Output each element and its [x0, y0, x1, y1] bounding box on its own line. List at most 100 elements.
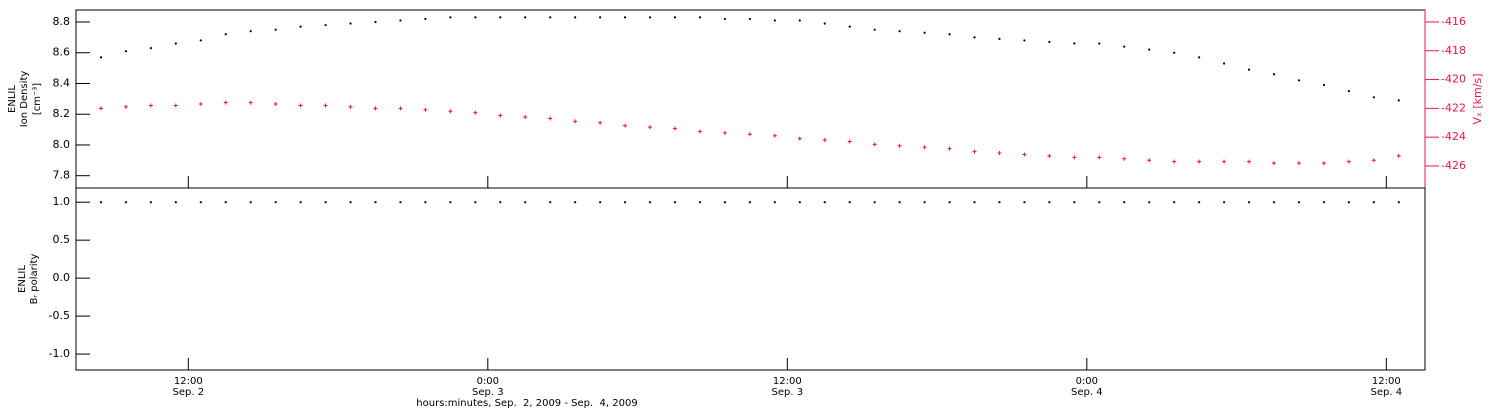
point: [448, 109, 453, 114]
x-tick-date: Sep. 4: [1371, 387, 1403, 398]
point: [349, 201, 352, 204]
point: [548, 116, 553, 121]
y2-tick-label: -420: [1441, 73, 1466, 86]
point: [324, 23, 327, 27]
point: [449, 16, 452, 19]
point: [1023, 201, 1026, 204]
point: [1372, 201, 1375, 204]
point: [1297, 201, 1301, 204]
point: [274, 201, 277, 204]
point: [1073, 201, 1076, 204]
point: [399, 201, 402, 204]
point: [149, 47, 152, 50]
point: [399, 19, 402, 22]
point: [823, 22, 826, 25]
point: [1048, 40, 1051, 44]
point: [773, 201, 776, 204]
point: [473, 110, 478, 115]
point: [648, 16, 652, 19]
y-tick-label: 8.4: [53, 76, 71, 89]
point: [99, 56, 103, 59]
point: [1247, 201, 1251, 204]
point: [1173, 201, 1176, 204]
y-tick-label: 0.5: [53, 233, 71, 246]
point: [599, 16, 602, 19]
point: [599, 201, 602, 204]
point: [249, 30, 252, 33]
point: [1072, 155, 1077, 160]
x-tick-label: 0:00: [477, 376, 499, 387]
point: [349, 22, 352, 25]
point: [873, 28, 876, 31]
y-tick-label: 8.2: [53, 107, 71, 120]
y2-tick-label: -422: [1441, 101, 1466, 114]
point: [723, 201, 727, 204]
point: [324, 201, 327, 204]
point: [848, 25, 851, 28]
point: [1123, 45, 1126, 48]
point: [199, 201, 202, 204]
x-tick-date: Sep. 3: [472, 387, 504, 398]
point: [1322, 83, 1326, 87]
point: [1297, 79, 1301, 82]
point: [1047, 153, 1052, 158]
x-tick-date: Sep. 3: [772, 387, 804, 398]
point: [823, 201, 826, 204]
point: [1148, 48, 1151, 51]
point: [1222, 201, 1226, 204]
point: [1222, 62, 1226, 65]
point: [623, 16, 627, 19]
point: [199, 39, 202, 42]
y-tick-label: 8.8: [53, 15, 71, 28]
point: [673, 201, 677, 204]
y2-axis-label: Vₓ [km/s]: [1471, 73, 1484, 124]
point: [1073, 42, 1076, 45]
y-tick-label: 8.0: [53, 138, 71, 151]
y-axis-label: Ion Density: [19, 71, 30, 128]
point: [972, 149, 977, 154]
point: [1222, 159, 1227, 164]
point: [1397, 99, 1400, 102]
point: [1098, 201, 1101, 204]
point: [1347, 90, 1350, 93]
point: [822, 138, 827, 143]
point: [1122, 156, 1127, 161]
point: [348, 104, 353, 109]
point: [897, 143, 902, 148]
point: [748, 201, 751, 204]
point: [374, 201, 377, 204]
point: [1321, 161, 1326, 166]
point: [748, 17, 751, 21]
point: [299, 201, 302, 204]
point: [1346, 159, 1351, 164]
point: [424, 17, 427, 21]
point: [623, 123, 628, 128]
point: [623, 201, 627, 204]
point: [697, 129, 702, 134]
point: [273, 102, 278, 107]
point: [948, 33, 951, 36]
point: [423, 107, 428, 112]
point: [898, 30, 901, 33]
point: [1247, 159, 1252, 164]
x-axis-label: hours:minutes, Sep. 2, 2009 - Sep. 4, 20…: [416, 398, 637, 409]
y-tick-label: -0.5: [49, 309, 70, 322]
point: [174, 201, 177, 204]
point: [1272, 201, 1276, 204]
point: [1272, 161, 1276, 166]
point: [498, 113, 503, 118]
point: [848, 201, 851, 204]
point: [173, 103, 178, 108]
y-tick-label: -1.0: [49, 347, 70, 360]
point: [1372, 96, 1375, 99]
point: [673, 16, 677, 19]
point: [524, 201, 527, 204]
point: [374, 20, 377, 24]
y-tick-label: 7.8: [53, 169, 71, 182]
panel-frame: [75, 187, 1426, 371]
x-tick-date: Sep. 2: [173, 387, 205, 398]
point: [1023, 39, 1026, 42]
y2-tick-label: -418: [1441, 44, 1466, 57]
point: [149, 201, 152, 204]
point: [923, 201, 926, 204]
